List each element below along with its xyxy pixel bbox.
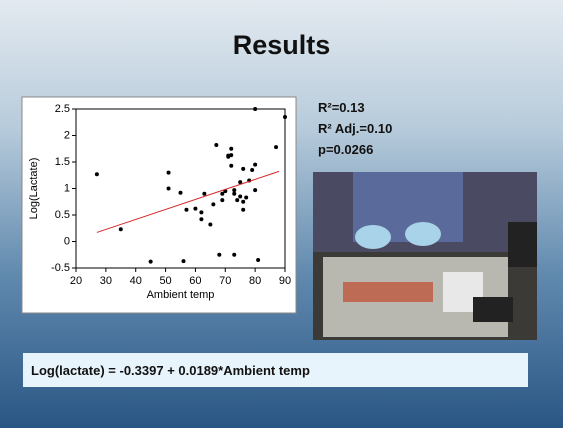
photo	[313, 172, 537, 340]
x-tick-label: 20	[70, 275, 82, 287]
slide: Results -0.500.511.522.52030405060708090…	[0, 0, 563, 428]
point	[235, 198, 239, 202]
point	[179, 191, 183, 195]
stat: R²=0.13	[318, 100, 365, 115]
point	[256, 258, 260, 262]
point	[241, 200, 245, 204]
y-axis-label: Log(Lactate)	[28, 158, 40, 220]
point	[232, 192, 236, 196]
point	[149, 260, 153, 264]
stat: p=0.0266	[318, 142, 373, 157]
point	[229, 164, 233, 168]
point	[193, 207, 197, 211]
x-tick-label: 60	[189, 275, 201, 287]
point	[167, 171, 171, 175]
x-axis-label: Ambient temp	[147, 289, 215, 301]
point	[241, 167, 245, 171]
x-tick-label: 30	[100, 275, 112, 287]
stat: R² Adj.=0.10	[318, 121, 392, 136]
y-tick-label: 1	[64, 182, 70, 194]
point	[253, 188, 257, 192]
y-tick-label: -0.5	[51, 262, 70, 274]
point	[229, 147, 233, 151]
x-tick-label: 40	[130, 275, 142, 287]
point	[217, 253, 221, 257]
point	[244, 196, 248, 200]
point	[184, 208, 188, 212]
point	[220, 192, 224, 196]
point	[95, 172, 99, 176]
x-tick-label: 50	[159, 275, 171, 287]
point	[229, 153, 233, 157]
point	[241, 208, 245, 212]
y-tick-label: 2.5	[55, 103, 70, 115]
point	[274, 145, 278, 149]
equation-box: Log(lactate) = -0.3397 + 0.0189*Ambient …	[23, 353, 528, 387]
point	[208, 223, 212, 227]
point	[253, 163, 257, 167]
point	[119, 227, 123, 231]
point	[211, 202, 215, 206]
point	[181, 259, 185, 263]
point	[238, 194, 242, 198]
y-tick-label: 1.5	[55, 156, 70, 168]
point	[214, 143, 218, 147]
point	[167, 187, 171, 191]
point	[220, 198, 224, 202]
point	[283, 115, 287, 119]
y-tick-label: 0	[64, 235, 70, 247]
point	[232, 253, 236, 257]
point	[199, 217, 203, 221]
point	[253, 107, 257, 111]
point	[202, 192, 206, 196]
y-tick-label: 0.5	[55, 209, 70, 221]
y-tick-label: 2	[64, 129, 70, 141]
x-tick-label: 70	[219, 275, 231, 287]
point	[232, 188, 236, 192]
point	[199, 210, 203, 214]
x-tick-label: 80	[249, 275, 261, 287]
x-tick-label: 90	[279, 275, 291, 287]
point	[250, 168, 254, 172]
equation: Log(lactate) = -0.3397 + 0.0189*Ambient …	[31, 363, 310, 378]
